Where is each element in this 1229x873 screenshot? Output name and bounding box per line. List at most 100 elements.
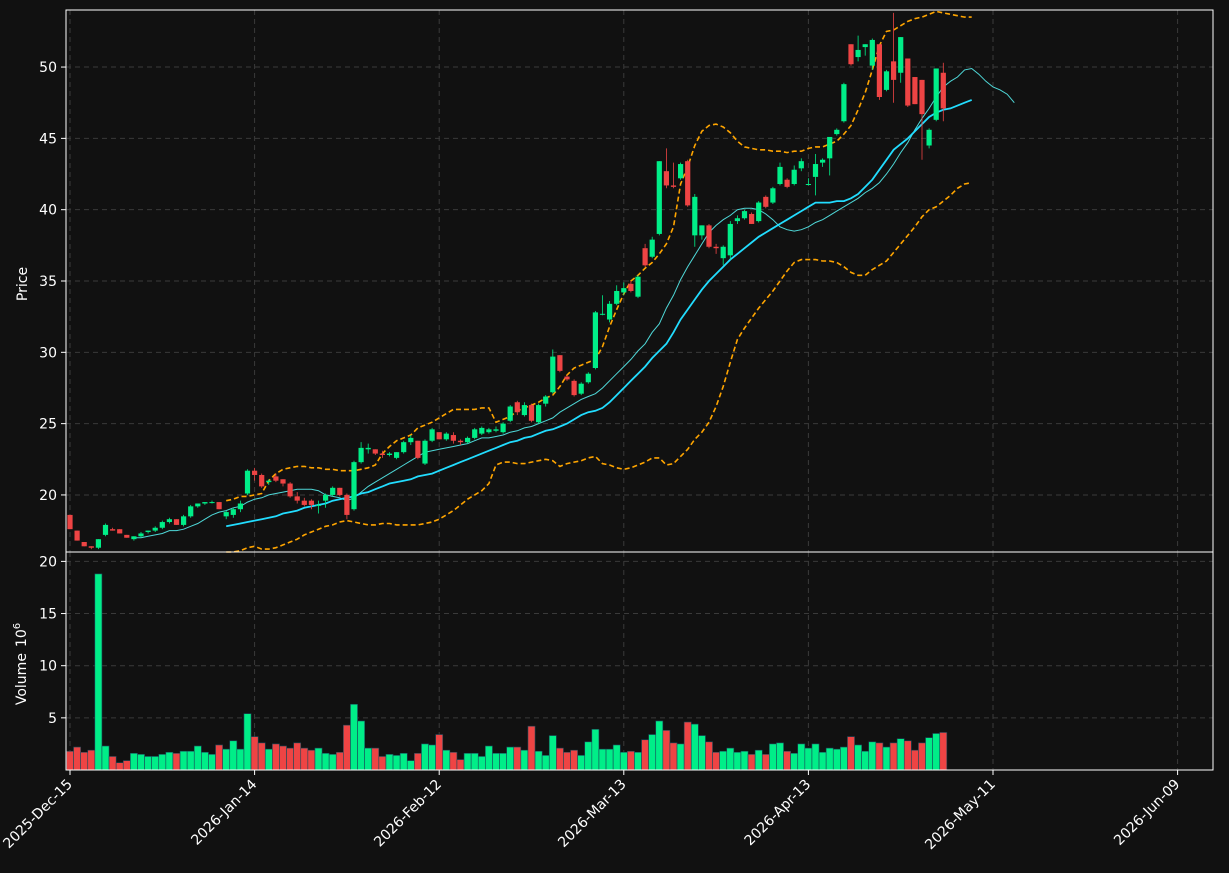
candle-body [585, 373, 591, 383]
candle-body [394, 452, 400, 458]
candle-body [635, 276, 641, 297]
candle-body [294, 496, 300, 501]
volume-bar [832, 748, 841, 771]
volume-bar [229, 740, 238, 771]
volume-bar [208, 754, 216, 771]
volume-bar [158, 754, 167, 771]
candle-body [117, 529, 123, 534]
candle-body [777, 166, 783, 185]
volume-bar [811, 743, 820, 771]
candle-body [571, 380, 577, 396]
volume-y-tick-label: 10 [39, 659, 57, 675]
candle-body [266, 480, 272, 483]
volume-bar [627, 750, 635, 771]
candle-body [891, 61, 897, 80]
volume-bar [172, 753, 181, 771]
volume-bar [314, 747, 323, 771]
volume-bar [541, 755, 550, 771]
candle-body [663, 171, 669, 186]
candle-body [820, 159, 826, 163]
volume-bar [293, 742, 302, 771]
volume-bar [612, 744, 621, 771]
candle-body [252, 470, 258, 475]
candle-body [386, 453, 393, 456]
volume-bar [641, 739, 649, 771]
candle-body [763, 196, 769, 207]
candle-body [543, 396, 549, 404]
price-y-tick-label: 35 [39, 274, 57, 290]
volume-y-tick-label: 20 [39, 554, 57, 570]
volume-bar [563, 751, 571, 771]
candle-body [443, 433, 449, 440]
volume-bar [66, 750, 74, 771]
candle-body [81, 542, 87, 547]
candle-body [614, 290, 620, 304]
price-y-tick-label: 40 [39, 203, 57, 219]
candle-body [855, 49, 861, 58]
candle-body [656, 161, 662, 234]
volume-bar [499, 753, 507, 771]
candle-body [678, 164, 684, 179]
volume-bar [818, 751, 827, 771]
volume-bar [300, 747, 309, 771]
candle-body [479, 427, 485, 434]
volume-bar [243, 713, 252, 771]
volume-bar [130, 753, 138, 771]
candle-body [273, 476, 279, 481]
volume-bar [889, 742, 898, 771]
candle-body [67, 514, 73, 530]
volume-bar [740, 750, 749, 771]
candle-body [465, 437, 471, 443]
candle-body [330, 487, 336, 495]
volume-y-tick-label: 15 [39, 607, 57, 623]
candle-body [812, 164, 819, 177]
volume-bar [598, 748, 607, 771]
volume-bar [754, 749, 763, 771]
volume-axis-label-text: Volume [14, 653, 30, 705]
candlesticks [67, 12, 946, 550]
volume-bar [492, 753, 500, 771]
candle-body [159, 522, 165, 528]
candle-body [415, 440, 421, 458]
candle-body [919, 79, 925, 115]
candle-body [166, 519, 172, 523]
volume-bar [371, 747, 380, 771]
volume-bar [939, 732, 948, 771]
candle-body [599, 313, 606, 315]
volume-bar [605, 748, 614, 771]
volume-bar [747, 754, 756, 771]
price-grid [66, 10, 1213, 552]
volume-bar [797, 743, 806, 771]
candle-body [436, 432, 442, 440]
candle-body [727, 223, 733, 256]
volume-bar [662, 730, 671, 771]
candle-body [259, 474, 265, 487]
volume-bar [442, 749, 451, 771]
volume-bar [733, 751, 742, 771]
volume-grid [66, 552, 1213, 770]
candle-body [670, 185, 677, 187]
price-y-tick-label: 20 [39, 488, 57, 504]
candle-body [188, 506, 194, 517]
candle-body [912, 77, 918, 105]
candle-body [578, 383, 584, 394]
candle-body [536, 405, 542, 423]
volume-y-tick-label: 5 [48, 711, 57, 727]
candle-body [138, 533, 144, 537]
volume-bar [712, 751, 720, 771]
volume-bar [73, 746, 81, 771]
candle-body [564, 376, 570, 380]
candle-body [649, 239, 655, 257]
lower-band-line [226, 181, 972, 553]
volume-bar [115, 762, 124, 771]
candle-body [88, 546, 94, 548]
volume-bar [385, 754, 394, 771]
candle-body [883, 71, 890, 90]
candle-body [422, 440, 428, 464]
candle-body [351, 462, 357, 510]
volume-bar [705, 741, 713, 771]
volume-bar [357, 720, 365, 771]
candle-body [507, 406, 513, 421]
